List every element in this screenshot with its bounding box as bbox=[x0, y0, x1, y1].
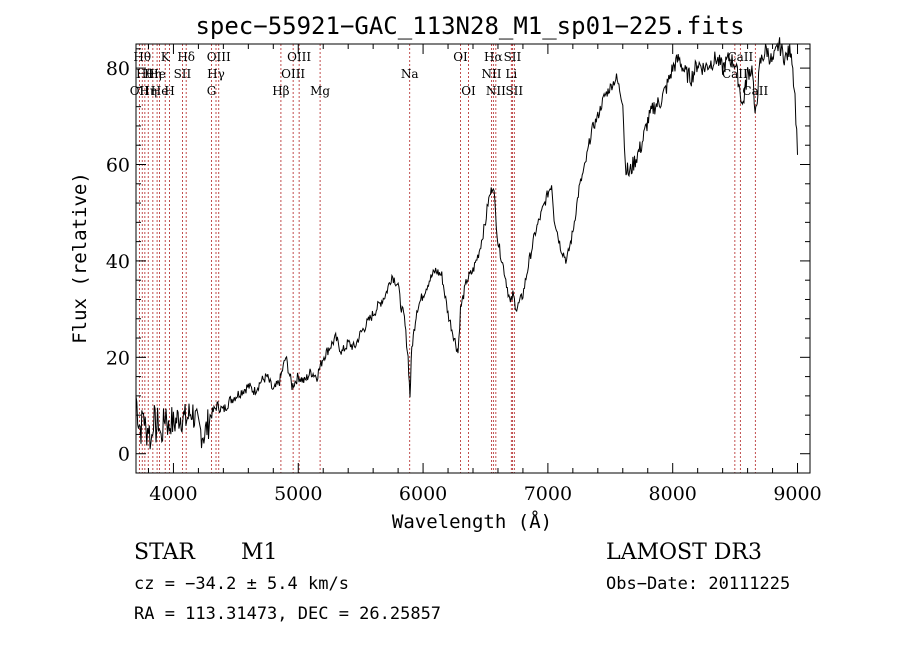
marker-label-4: Hη bbox=[144, 67, 162, 81]
marker-label-18: Na bbox=[401, 67, 419, 81]
y-tick-label: 20 bbox=[106, 347, 130, 369]
x-tick-label: 7000 bbox=[524, 483, 572, 505]
marker-label-5: He bbox=[148, 67, 166, 81]
object-class: STAR bbox=[134, 540, 196, 565]
marker-label-27: CaII bbox=[722, 67, 748, 81]
marker-label-6: He bbox=[151, 84, 169, 98]
marker-label-21: NII bbox=[481, 67, 501, 81]
marker-label-23: NII bbox=[486, 84, 506, 98]
marker-label-2: Hθ bbox=[136, 67, 154, 81]
marker-label-13: OIII bbox=[207, 50, 231, 64]
coordinates: RA = 113.31473, DEC = 26.25857 bbox=[134, 604, 441, 624]
y-tick-label: 60 bbox=[106, 155, 130, 177]
x-tick-label: 6000 bbox=[399, 483, 447, 505]
marker-label-17: Mg bbox=[310, 84, 330, 98]
y-tick-label: 0 bbox=[118, 444, 130, 466]
marker-label-24: Li bbox=[505, 67, 517, 81]
y-tick-label: 40 bbox=[106, 251, 130, 273]
marker-label-14: Hβ bbox=[272, 84, 289, 98]
observation-date: Obs−Date: 20111225 bbox=[606, 574, 790, 594]
redshift-velocity: cz = −34.2 ± 5.4 km/s bbox=[134, 574, 349, 594]
flux-series-line bbox=[135, 37, 798, 450]
marker-label-1: Hθ bbox=[133, 50, 151, 64]
marker-label-9: SII bbox=[174, 67, 192, 81]
x-tick-label: 4000 bbox=[149, 483, 197, 505]
plot-frame bbox=[135, 43, 811, 474]
marker-label-11: Hγ bbox=[207, 67, 225, 81]
marker-label-8: H bbox=[164, 84, 174, 98]
x-tick-label: 9000 bbox=[773, 483, 821, 505]
x-axis-label: Wavelength (Å) bbox=[392, 510, 552, 533]
marker-label-10: Hδ bbox=[177, 50, 195, 64]
marker-label-15: OIII bbox=[281, 67, 305, 81]
marker-label-29: CaII bbox=[742, 84, 768, 98]
marker-label-16: OIII bbox=[287, 50, 311, 64]
marker-label-19: OI bbox=[453, 50, 468, 64]
marker-label-26: SII bbox=[505, 84, 523, 98]
object-subclass: M1 bbox=[241, 540, 278, 565]
x-axis-ticks: 4000 5000 6000 7000 8000 9000 bbox=[147, 44, 822, 505]
marker-label-3: Hη bbox=[139, 84, 157, 98]
x-tick-label: 8000 bbox=[649, 483, 697, 505]
marker-label-22: Hα bbox=[484, 50, 503, 64]
y-tick-label: 80 bbox=[106, 58, 130, 80]
marker-label-0: OII bbox=[130, 84, 150, 98]
x-tick-label: 5000 bbox=[274, 483, 322, 505]
line-marker-labels: OIIHθHθHηHηHeHeKHSIIHδHγGOIIIHβOIIIOIIIM… bbox=[130, 50, 769, 98]
marker-label-7: K bbox=[161, 50, 171, 64]
marker-label-28: CaII bbox=[727, 50, 753, 64]
chart-title: spec−55921−GAC_113N28_M1_sp01−225.fits bbox=[195, 12, 744, 40]
marker-label-25: SII bbox=[504, 50, 522, 64]
y-axis-label: Flux (relative) bbox=[69, 172, 91, 344]
y-axis-ticks: 0 20 40 60 80 bbox=[106, 48, 810, 466]
survey-name: LAMOST DR3 bbox=[606, 540, 762, 565]
marker-label-12: G bbox=[207, 84, 217, 98]
line-markers bbox=[138, 44, 756, 473]
marker-label-20: OI bbox=[461, 84, 476, 98]
